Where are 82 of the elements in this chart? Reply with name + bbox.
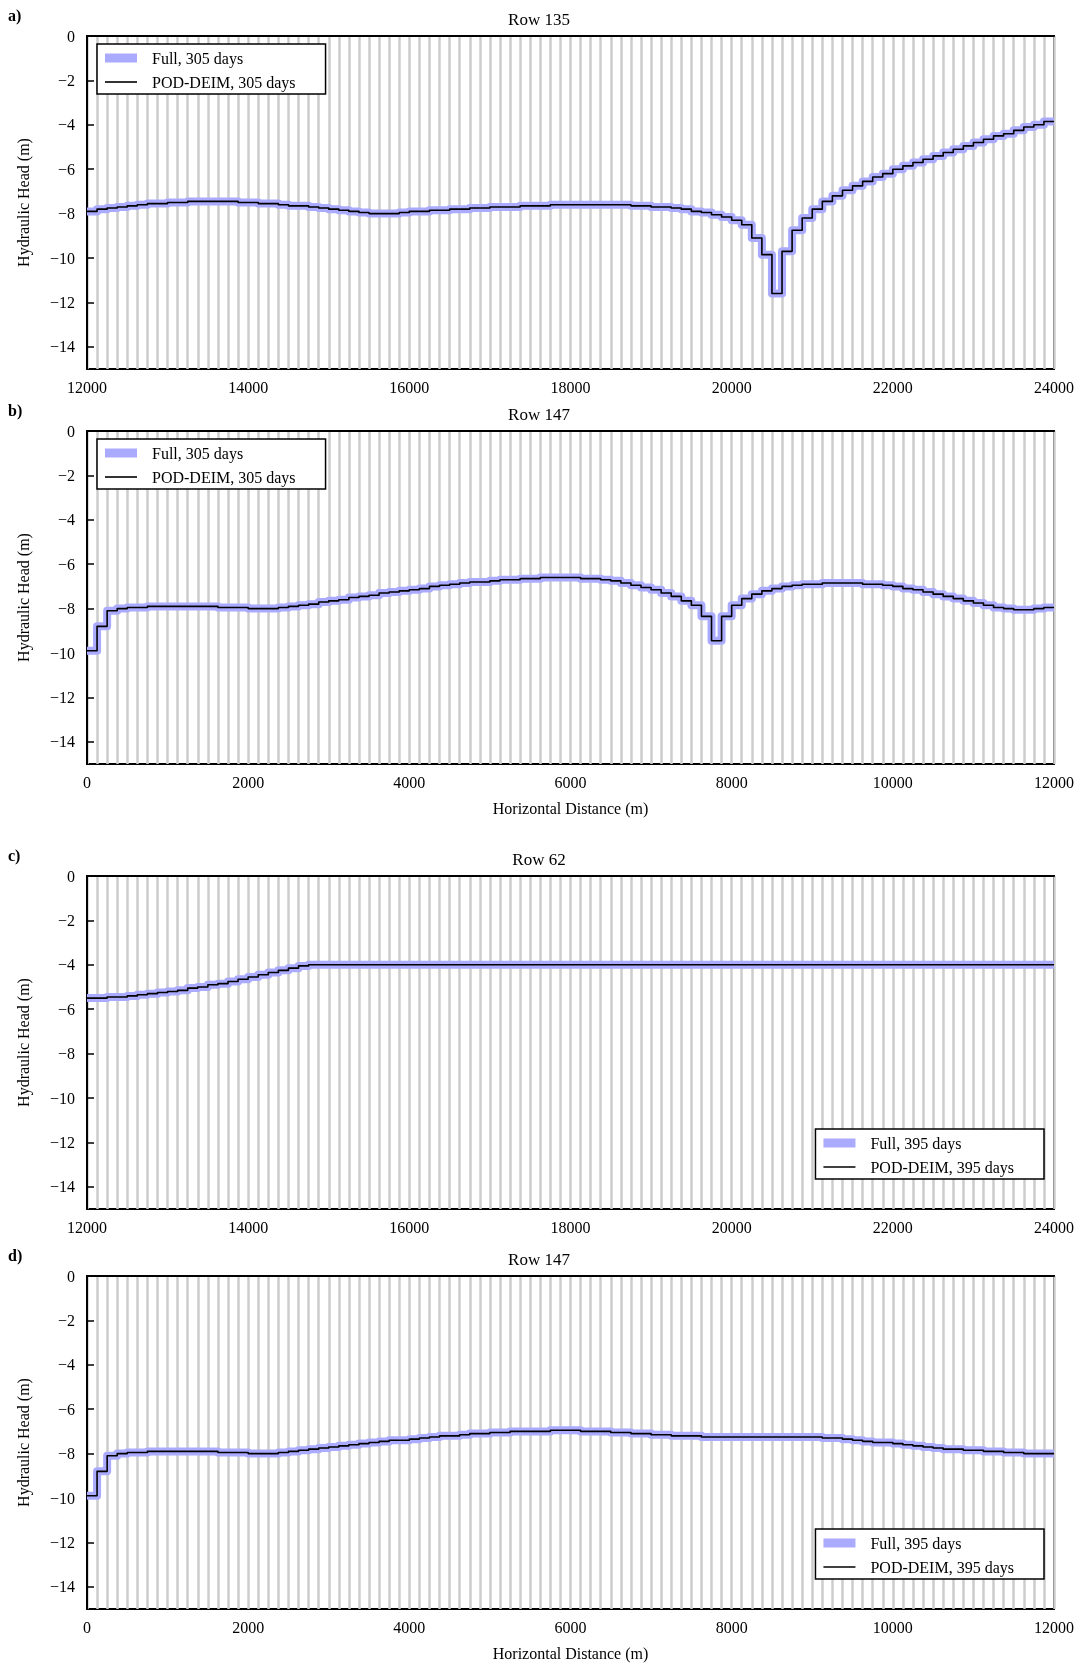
x-tick-label: 12000 [67, 378, 107, 396]
legend-label: POD-DEIM, 305 days [152, 73, 296, 92]
x-tick-label: 14000 [228, 1218, 269, 1236]
x-axis-title: Horizontal Distance (m) [492, 1644, 649, 1663]
x-tick-label: 2000 [232, 1618, 265, 1636]
y-tick-label: −14 [49, 1178, 75, 1196]
chart-title: Row 135 [508, 10, 570, 29]
legend-label: Full, 305 days [152, 49, 244, 68]
y-axis-title: Hydraulic Head (m) [14, 138, 33, 267]
y-axis-title: Hydraulic Head (m) [14, 533, 33, 662]
y-tick-label: −2 [57, 71, 75, 89]
y-axis-title: Hydraulic Head (m) [14, 1378, 33, 1507]
legend-label: Full, 305 days [152, 444, 244, 463]
legend-label: Full, 395 days [870, 1134, 962, 1153]
x-tick-label: 12000 [1034, 1618, 1074, 1636]
y-tick-label: −8 [57, 1045, 75, 1063]
legend-label: Full, 395 days [870, 1534, 962, 1553]
y-tick-label: −4 [57, 511, 75, 529]
x-tick-label: 6000 [554, 1618, 587, 1636]
x-axis-title: Horizontal Distance (m) [492, 799, 649, 818]
y-tick-label: −4 [57, 1356, 75, 1374]
y-tick-label: −10 [49, 1489, 75, 1507]
text: a) [8, 6, 22, 25]
y-tick-label: −12 [49, 1133, 75, 1151]
text: c) [8, 846, 21, 865]
x-tick-label: 10000 [872, 1618, 913, 1636]
y-tick-label: −10 [49, 249, 75, 267]
chart-title: Row 147 [508, 1250, 571, 1269]
legend-label: POD-DEIM, 395 days [870, 1158, 1014, 1177]
y-tick-label: −12 [49, 688, 75, 706]
y-tick-label: −10 [49, 1089, 75, 1107]
y-tick-label: 0 [67, 27, 75, 45]
y-tick-label: 0 [67, 422, 75, 440]
x-tick-label: 6000 [554, 773, 587, 791]
x-tick-label: 2000 [232, 773, 265, 791]
y-tick-label: −6 [57, 1400, 75, 1418]
y-tick-label: −14 [49, 1578, 75, 1596]
y-tick-label: −6 [57, 1000, 75, 1018]
x-tick-label: 12000 [1034, 773, 1074, 791]
y-tick-label: −8 [57, 600, 75, 618]
legend-label: POD-DEIM, 395 days [870, 1558, 1014, 1577]
y-tick-label: −8 [57, 1445, 75, 1463]
chart-title: Row 147 [508, 405, 571, 424]
x-tick-label: 12000 [67, 1218, 107, 1236]
x-tick-label: 14000 [228, 378, 269, 396]
x-tick-label: 4000 [393, 773, 426, 791]
y-axis-title: Hydraulic Head (m) [14, 978, 33, 1107]
y-tick-label: −4 [57, 956, 75, 974]
y-tick-label: −14 [49, 733, 75, 751]
y-tick-label: −2 [57, 911, 75, 929]
text: b) [8, 401, 23, 420]
y-tick-label: −6 [57, 555, 75, 573]
x-tick-label: 4000 [393, 1618, 426, 1636]
x-tick-label: 0 [83, 773, 91, 791]
x-tick-label: 22000 [872, 378, 913, 396]
y-tick-label: −4 [57, 116, 75, 134]
y-tick-label: −2 [57, 466, 75, 484]
x-tick-label: 8000 [715, 1618, 748, 1636]
legend-label: POD-DEIM, 305 days [152, 468, 296, 487]
x-tick-label: 0 [83, 1618, 91, 1636]
x-tick-label: 22000 [872, 1218, 913, 1236]
x-tick-label: 20000 [711, 1218, 752, 1236]
x-tick-label: 18000 [550, 1218, 591, 1236]
chart-title: Row 62 [512, 850, 566, 869]
x-tick-label: 10000 [872, 773, 913, 791]
y-tick-label: 0 [67, 1267, 75, 1285]
x-tick-label: 24000 [1034, 1218, 1074, 1236]
text: d) [8, 1246, 23, 1265]
y-tick-label: −14 [49, 338, 75, 356]
y-tick-label: −2 [57, 1311, 75, 1329]
y-tick-label: 0 [67, 867, 75, 885]
x-tick-label: 20000 [711, 378, 752, 396]
x-tick-label: 24000 [1034, 378, 1074, 396]
x-tick-label: 8000 [715, 773, 748, 791]
y-tick-label: −6 [57, 160, 75, 178]
x-tick-label: 16000 [389, 1218, 430, 1236]
x-tick-label: 18000 [550, 378, 591, 396]
y-tick-label: −12 [49, 1533, 75, 1551]
y-tick-label: −12 [49, 293, 75, 311]
x-tick-label: 16000 [389, 378, 430, 396]
y-tick-label: −8 [57, 205, 75, 223]
y-tick-label: −10 [49, 644, 75, 662]
